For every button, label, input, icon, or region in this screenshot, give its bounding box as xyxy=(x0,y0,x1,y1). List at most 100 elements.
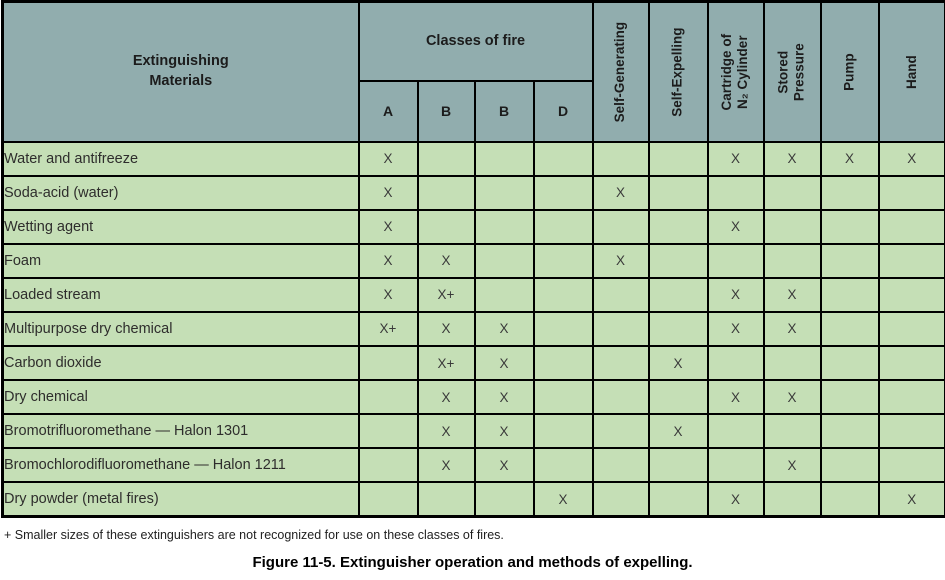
grid-cell-mark: X xyxy=(706,208,765,245)
grid-cell-mark: X xyxy=(591,174,650,211)
extinguisher-table: Extinguishing Materials Classes of fire … xyxy=(1,0,945,518)
column-header-class-b2: B xyxy=(473,79,535,143)
table-row: Multipurpose dry chemical X+ X X X X xyxy=(1,310,945,347)
grid-cell-empty xyxy=(591,344,650,382)
column-header-class-b1: B xyxy=(416,79,476,143)
grid-cell-mark: X xyxy=(416,447,476,484)
grid-cell-empty xyxy=(819,276,880,313)
grid-cell-empty xyxy=(357,344,419,382)
grid-cell-empty xyxy=(591,310,650,347)
grid-cell-empty xyxy=(647,242,709,279)
grid-cell-empty xyxy=(416,481,476,518)
grid-cell-mark: X xyxy=(706,276,765,313)
grid-cell-empty xyxy=(819,481,880,518)
grid-cell-empty xyxy=(357,379,419,416)
grid-cell-empty xyxy=(532,447,594,484)
grid-cell-empty xyxy=(762,242,822,279)
material-label: Foam xyxy=(1,242,360,279)
table-row: Dry powder (metal fires) X X X xyxy=(1,481,945,518)
grid-cell-empty xyxy=(819,208,880,245)
grid-cell-mark: X xyxy=(473,447,535,484)
column-header-label: Pressure xyxy=(792,42,808,101)
grid-cell-empty xyxy=(473,242,535,279)
figure-caption: Figure 11-5. Extinguisher operation and … xyxy=(252,554,693,571)
material-label: Bromochlorodifluoromethane — Halon 1211 xyxy=(1,447,360,484)
grid-cell-empty xyxy=(819,447,880,484)
vertical-text-wrap: Self-Expelling xyxy=(651,5,706,139)
grid-cell-empty xyxy=(473,174,535,211)
grid-cell-empty xyxy=(416,174,476,211)
grid-cell-empty xyxy=(591,276,650,313)
table-row: Dry chemical X X X X xyxy=(1,379,945,416)
grid-cell-mark: X xyxy=(762,276,822,313)
grid-cell-empty xyxy=(877,413,945,450)
table-row: Foam X X X xyxy=(1,242,945,279)
grid-cell-empty xyxy=(591,140,650,177)
vertical-text-wrap: Stored Pressure xyxy=(766,5,819,139)
grid-cell-empty xyxy=(647,310,709,347)
grid-cell-mark: X xyxy=(877,140,945,177)
column-header-classes-of-fire: Classes of fire xyxy=(357,0,594,82)
table-row: Soda-acid (water) X X xyxy=(1,174,945,211)
vertical-text-wrap: Cartridge of N₂ Cylinder xyxy=(710,5,762,139)
grid-cell-empty xyxy=(647,276,709,313)
vertical-text-wrap: Hand xyxy=(881,5,944,139)
grid-cell-empty xyxy=(591,413,650,450)
grid-cell-mark: X xyxy=(416,242,476,279)
table-row: Bromotrifluoromethane — Halon 1301 X X X xyxy=(1,413,945,450)
grid-cell-mark: X xyxy=(357,242,419,279)
material-label: Bromotrifluoromethane — Halon 1301 xyxy=(1,413,360,450)
grid-cell-mark: X xyxy=(416,379,476,416)
grid-cell-empty xyxy=(591,447,650,484)
column-header-self-expelling: Self-Expelling xyxy=(647,0,709,143)
grid-cell-empty xyxy=(473,208,535,245)
column-header-label: Cartridge of xyxy=(719,33,735,111)
grid-cell-empty xyxy=(357,447,419,484)
grid-cell-mark: X xyxy=(357,174,419,211)
grid-cell-empty xyxy=(877,208,945,245)
column-header-label: Hand xyxy=(903,54,919,89)
grid-cell-empty xyxy=(877,447,945,484)
material-label: Dry powder (metal fires) xyxy=(1,481,360,518)
grid-cell-mark: X xyxy=(762,310,822,347)
grid-cell-empty xyxy=(819,344,880,382)
grid-cell-mark: X xyxy=(473,310,535,347)
grid-cell-mark: X xyxy=(647,344,709,382)
grid-cell-empty xyxy=(706,174,765,211)
table-row: Carbon dioxide X+ X X xyxy=(1,344,945,382)
grid-cell-empty xyxy=(819,379,880,416)
footnote: + Smaller sizes of these extinguishers a… xyxy=(4,528,504,542)
grid-cell-empty xyxy=(762,174,822,211)
grid-cell-empty xyxy=(357,481,419,518)
grid-cell-empty xyxy=(532,276,594,313)
grid-cell-mark: X xyxy=(706,379,765,416)
column-header-hand: Hand xyxy=(877,0,945,143)
grid-cell-empty xyxy=(819,242,880,279)
grid-cell-mark: X xyxy=(473,413,535,450)
material-label: Wetting agent xyxy=(1,208,360,245)
grid-cell-mark: X xyxy=(416,310,476,347)
grid-cell-empty xyxy=(532,208,594,245)
column-header-stored-pressure: Stored Pressure xyxy=(762,0,822,143)
grid-cell-mark: X xyxy=(706,310,765,347)
grid-cell-empty xyxy=(819,310,880,347)
column-header-label: Self-Generating xyxy=(612,21,628,123)
grid-cell-empty xyxy=(647,379,709,416)
column-header-extinguishing-materials: Extinguishing Materials xyxy=(1,0,360,143)
column-header-self-generating: Self-Generating xyxy=(591,0,650,143)
table-row: Wetting agent X X xyxy=(1,208,945,245)
grid-cell-empty xyxy=(416,140,476,177)
vertical-text-wrap: Self-Generating xyxy=(595,5,647,139)
grid-cell-mark: X xyxy=(762,379,822,416)
grid-cell-empty xyxy=(762,208,822,245)
column-header-cartridge-n2-cylinder: Cartridge of N₂ Cylinder xyxy=(706,0,765,143)
table-row: Bromochlorodifluoromethane — Halon 1211 X… xyxy=(1,447,945,484)
table-row: Loaded stream X X+ X X xyxy=(1,276,945,313)
grid-cell-empty xyxy=(647,174,709,211)
grid-cell-mark: X+ xyxy=(416,344,476,382)
grid-cell-mark: X xyxy=(473,379,535,416)
grid-cell-mark: X xyxy=(591,242,650,279)
grid-cell-mark: X xyxy=(706,140,765,177)
grid-cell-empty xyxy=(532,413,594,450)
material-label: Loaded stream xyxy=(1,276,360,313)
